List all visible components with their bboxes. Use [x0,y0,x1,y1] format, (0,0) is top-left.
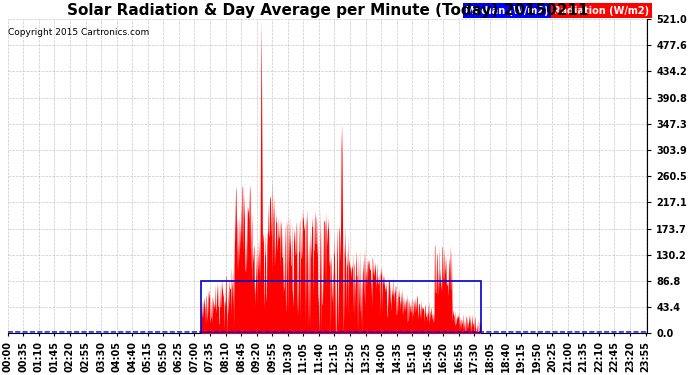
Title: Solar Radiation & Day Average per Minute (Today) 20150211: Solar Radiation & Day Average per Minute… [67,3,589,18]
Text: Radiation (W/m2): Radiation (W/m2) [553,6,649,16]
Text: Median (W/m2): Median (W/m2) [465,6,549,16]
Bar [201,281,481,333]
Text: Copyright 2015 Cartronics.com: Copyright 2015 Cartronics.com [8,28,150,38]
